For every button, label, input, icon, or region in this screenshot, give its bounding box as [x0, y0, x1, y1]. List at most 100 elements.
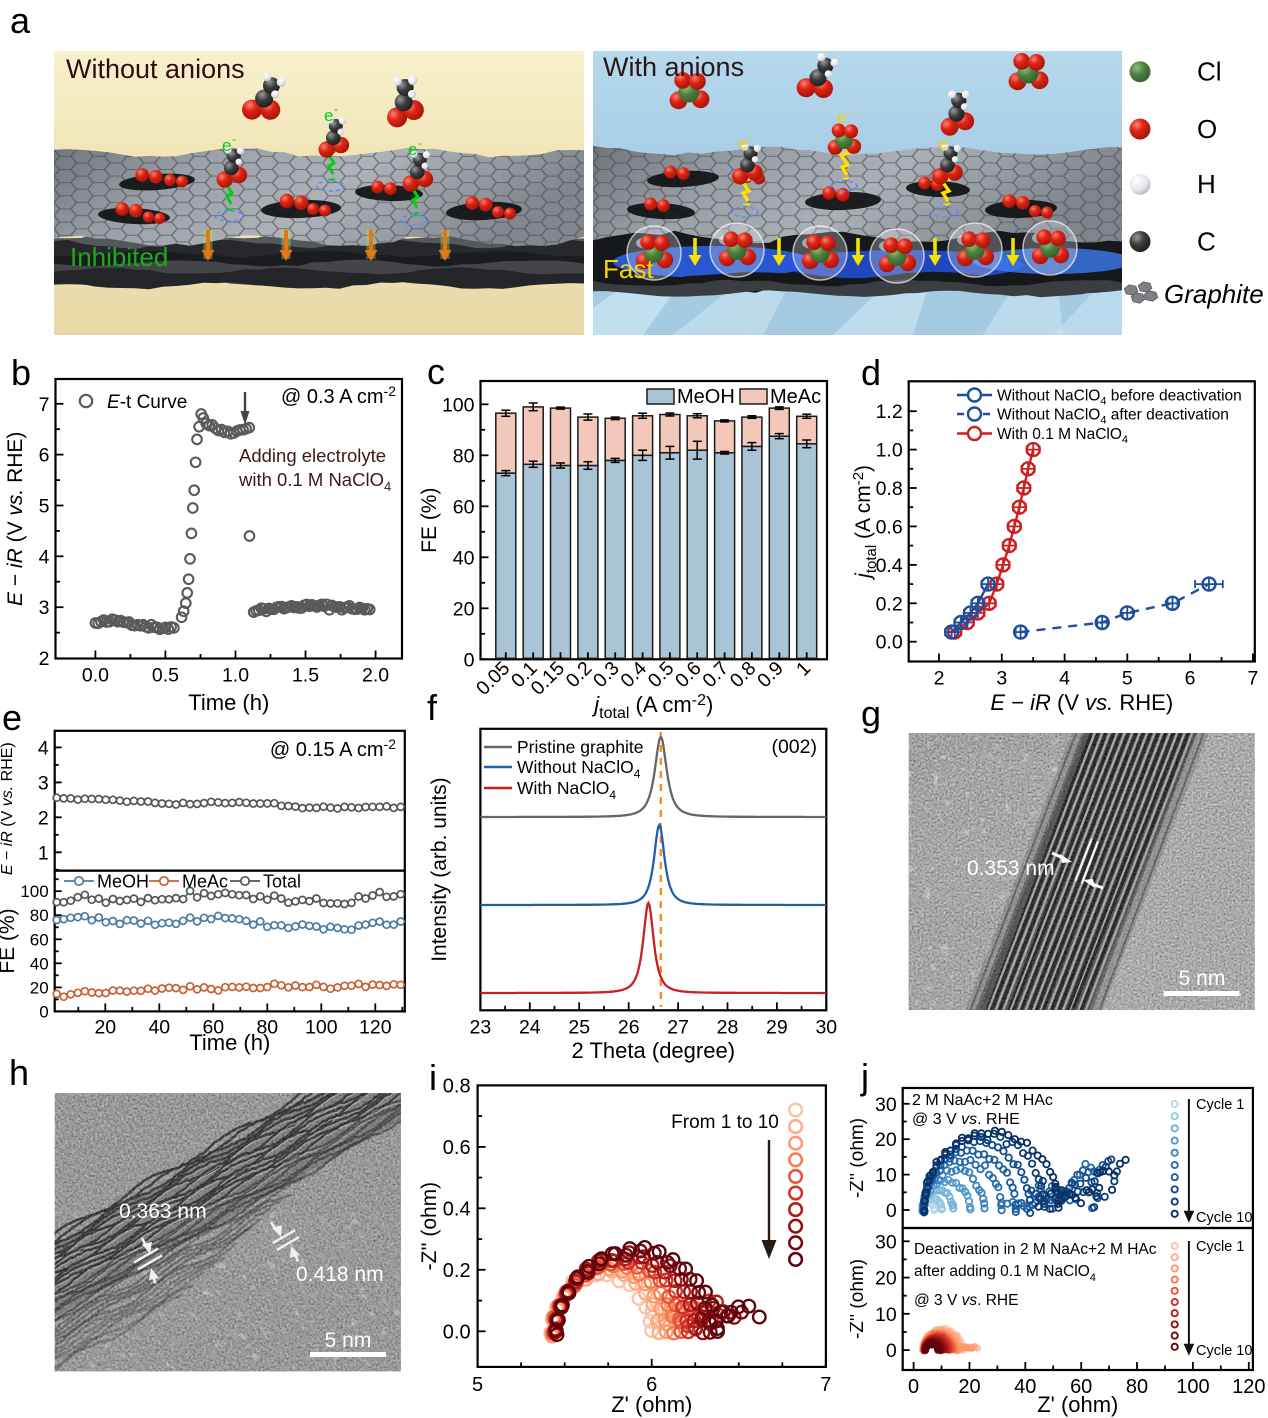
svg-text:Pristine graphite: Pristine graphite: [517, 737, 643, 757]
svg-text:@ 3 V vs. RHE: @ 3 V vs. RHE: [914, 1292, 1018, 1309]
svg-text:e: e: [408, 140, 417, 159]
svg-text:6: 6: [1185, 668, 1196, 690]
svg-text:With 0.1 M NaClO4: With 0.1 M NaClO4: [997, 426, 1128, 446]
svg-text:100: 100: [442, 394, 475, 416]
svg-text:Deactivation in 2 M NaAc+2 M H: Deactivation in 2 M NaAc+2 M HAc: [914, 1241, 1157, 1258]
svg-text:28: 28: [717, 1016, 739, 1038]
svg-text:With anions: With anions: [603, 52, 744, 82]
svg-text:-Z'' (ohm): -Z'' (ohm): [850, 1259, 868, 1339]
svg-text:10: 10: [875, 1304, 897, 1326]
svg-text:80: 80: [30, 906, 49, 925]
svg-text:-: -: [847, 104, 851, 118]
svg-text:20: 20: [453, 598, 475, 620]
svg-text:2: 2: [39, 648, 50, 670]
svg-text:20: 20: [875, 1129, 897, 1151]
svg-text:Total: Total: [263, 872, 301, 892]
svg-text:2.0: 2.0: [362, 665, 389, 687]
svg-text:jtotal (A cm-2): jtotal (A cm-2): [591, 692, 713, 720]
svg-text:3: 3: [996, 668, 1007, 690]
svg-text:100: 100: [20, 882, 48, 901]
svg-text:0.2: 0.2: [443, 1260, 471, 1282]
svg-text:30: 30: [875, 1094, 897, 1116]
svg-text:80: 80: [256, 1016, 278, 1038]
svg-text:FE (%): FE (%): [0, 908, 19, 973]
svg-text:e: e: [222, 136, 231, 155]
svg-text:(002): (002): [771, 736, 817, 758]
svg-text:80: 80: [453, 445, 475, 467]
svg-text:0.4: 0.4: [876, 555, 903, 577]
svg-text:0.363 nm: 0.363 nm: [119, 1200, 207, 1223]
svg-text:40: 40: [30, 954, 49, 973]
svg-text:4: 4: [1059, 668, 1070, 690]
svg-text:40: 40: [148, 1016, 170, 1038]
svg-text:e: e: [324, 106, 333, 125]
svg-text:5 nm: 5 nm: [325, 1329, 372, 1352]
svg-text:1.0: 1.0: [876, 440, 903, 462]
svg-text:E − iR (V vs. RHE): E − iR (V vs. RHE): [4, 432, 27, 606]
svg-text:6: 6: [646, 1374, 657, 1396]
svg-text:-Z'' (ohm): -Z'' (ohm): [850, 1118, 868, 1198]
svg-text:O: O: [1197, 114, 1217, 144]
svg-text:20: 20: [958, 1376, 980, 1398]
svg-text:0: 0: [886, 1340, 897, 1362]
svg-text:With NaClO4: With NaClO4: [517, 778, 616, 802]
svg-text:Z' (ohm): Z' (ohm): [611, 1392, 692, 1417]
svg-text:0.418 nm: 0.418 nm: [296, 1263, 384, 1286]
svg-text:4: 4: [39, 546, 50, 568]
svg-text:24: 24: [519, 1016, 541, 1038]
svg-text:40: 40: [1014, 1376, 1036, 1398]
svg-text:20: 20: [94, 1016, 116, 1038]
svg-text:120: 120: [359, 1016, 392, 1038]
svg-text:0.0: 0.0: [82, 665, 109, 687]
svg-text:1.5: 1.5: [292, 665, 319, 687]
svg-text:30: 30: [875, 1231, 897, 1253]
svg-text:From 1 to 10: From 1 to 10: [671, 1112, 779, 1133]
svg-text:Intensity (arb. units): Intensity (arb. units): [428, 777, 451, 961]
svg-text:H: H: [1197, 169, 1216, 199]
svg-text:e: e: [938, 134, 947, 153]
svg-text:1: 1: [38, 842, 49, 864]
svg-text:2 Theta (degree): 2 Theta (degree): [572, 1038, 735, 1063]
svg-text:MeAc: MeAc: [770, 386, 821, 408]
svg-text:0: 0: [464, 649, 475, 671]
svg-text:0.5: 0.5: [152, 665, 179, 687]
svg-text:0.0: 0.0: [876, 632, 903, 654]
svg-text:-: -: [334, 102, 338, 116]
svg-text:2 M NaAc+2 M HAc: 2 M NaAc+2 M HAc: [912, 1092, 1053, 1109]
svg-text:Inhibited: Inhibited: [70, 242, 168, 272]
svg-text:-: -: [418, 136, 422, 150]
svg-text:@ 3 V vs. RHE: @ 3 V vs. RHE: [912, 1111, 1020, 1128]
svg-text:-Z'' (ohm): -Z'' (ohm): [420, 1182, 441, 1271]
svg-text:-: -: [232, 132, 236, 146]
svg-text:26: 26: [618, 1016, 640, 1038]
svg-text:-: -: [948, 130, 952, 144]
svg-text:3: 3: [38, 772, 49, 794]
svg-text:FE (%): FE (%): [420, 488, 441, 553]
svg-text:0: 0: [39, 1002, 48, 1021]
svg-text:MeOH: MeOH: [97, 872, 149, 892]
svg-text:0.8: 0.8: [876, 478, 903, 500]
svg-text:0.2: 0.2: [876, 593, 903, 615]
svg-text:7: 7: [1247, 668, 1258, 690]
svg-text:5: 5: [472, 1374, 483, 1396]
svg-text:0.6: 0.6: [876, 516, 903, 538]
svg-text:@ 0.3 A cm-2: @ 0.3 A cm-2: [281, 383, 396, 408]
svg-text:1.2: 1.2: [876, 401, 903, 423]
svg-text:C: C: [1197, 227, 1216, 257]
svg-text:0.4: 0.4: [443, 1198, 471, 1220]
svg-text:0.9: 0.9: [753, 657, 788, 692]
svg-text:100: 100: [305, 1016, 338, 1038]
svg-text:Without NaClO4 before deactiva: Without NaClO4 before deactivation: [997, 388, 1242, 408]
svg-text:6: 6: [39, 445, 50, 467]
svg-text:120: 120: [1232, 1376, 1265, 1398]
svg-text:30: 30: [815, 1016, 837, 1038]
svg-text:Cycle 1: Cycle 1: [1196, 1097, 1244, 1113]
svg-text:Without NaClO4 after deactivat: Without NaClO4 after deactivation: [997, 407, 1229, 427]
svg-text:60: 60: [453, 496, 475, 518]
svg-text:Without anions: Without anions: [66, 54, 245, 84]
svg-text:Time (h): Time (h): [188, 690, 269, 715]
svg-text:0.353 nm: 0.353 nm: [967, 857, 1055, 880]
svg-text:after adding 0.1 M NaClO4: after adding 0.1 M NaClO4: [914, 1263, 1096, 1284]
svg-text:20: 20: [875, 1268, 897, 1290]
svg-text:e: e: [738, 134, 747, 153]
